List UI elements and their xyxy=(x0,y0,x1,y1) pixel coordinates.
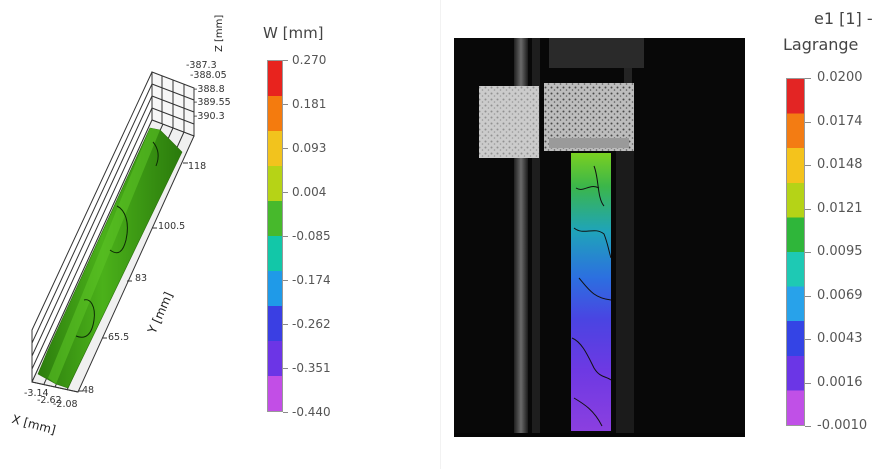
colorbar-tick-mark xyxy=(283,368,288,369)
colorbar-tick-label: 0.0200 xyxy=(817,70,863,85)
colorbar-tick-mark xyxy=(283,104,288,105)
z-tick-label: -390.3 xyxy=(194,111,225,122)
colorbar-tick-label: 0.0016 xyxy=(817,374,863,390)
colorbar-tick-mark xyxy=(283,192,288,193)
z-tick-label: -387.3 xyxy=(186,60,217,71)
y-tick-label: 48 xyxy=(82,385,95,396)
colorbar-tick-label: -0.174 xyxy=(292,273,331,287)
colorbar-tick-label: -0.351 xyxy=(292,361,331,375)
colorbar-tick-label: -0.262 xyxy=(292,317,331,331)
colorbar-tick-mark xyxy=(805,382,811,384)
front-edge xyxy=(31,88,195,393)
colorbar-tick-mark xyxy=(283,280,288,281)
colorbar-tick-label: 0.0069 xyxy=(817,287,863,303)
colorbar-tick-label: -0.085 xyxy=(292,229,331,243)
colorbar-tick-mark xyxy=(283,60,288,61)
3d-surface-plot xyxy=(31,71,195,393)
x-tick-label: -3.14 xyxy=(24,388,49,399)
z-tick-label: -388.8 xyxy=(194,84,225,95)
colorbar-tick-label: 0.093 xyxy=(292,141,327,155)
colorbar-tick-label: -0.440 xyxy=(292,405,331,419)
contour-lines xyxy=(75,141,159,338)
e1-legend-title-line1: e1 [1] - xyxy=(814,9,873,28)
colorbar-tick-mark xyxy=(283,236,288,237)
colorbar-tick-mark xyxy=(805,165,811,166)
displacement-surface xyxy=(37,127,183,389)
colorbar-tick-label: 0.004 xyxy=(292,185,327,199)
colorbar-tick-label: 0.0174 xyxy=(817,113,863,129)
colorbar-tick-label: 0.0148 xyxy=(817,157,863,172)
colorbar-tick-mark xyxy=(805,78,811,79)
y-tick-label: 83 xyxy=(135,273,148,284)
e1-legend-title-line2: Lagrange xyxy=(783,35,859,54)
z-axis-title: Z [mm] xyxy=(214,14,225,52)
y-tick-label: 65.5 xyxy=(108,332,130,343)
z-tick-label: -389.55 xyxy=(194,97,231,108)
colorbar-tick-label: -0.0010 xyxy=(817,418,868,433)
e1-colorbar xyxy=(786,78,805,426)
w-displacement-panel: -387.3 -388.05 -388.8 -389.55 -390.3 Z [… xyxy=(0,0,440,469)
colorbar-tick-label: 0.0043 xyxy=(817,331,863,346)
w-legend-title: W [mm] xyxy=(263,24,324,42)
colorbar-tick-label: 0.0095 xyxy=(817,244,863,259)
specimen-photo xyxy=(454,38,745,437)
colorbar-tick-mark xyxy=(283,412,288,413)
z-tick-label: -388.05 xyxy=(190,70,227,81)
w-colorbar xyxy=(267,60,283,412)
colorbar-tick-mark xyxy=(805,252,811,253)
e1-strain-panel: e1 [1] - Lagrange 0.0200 0.0174 0.0148 0.01… xyxy=(441,0,884,469)
colorbar-tick-mark xyxy=(805,295,811,297)
colorbar-tick-label: 0.0121 xyxy=(817,200,863,216)
colorbar-tick-mark xyxy=(805,121,811,123)
y-tick-label: 100.5 xyxy=(158,221,186,232)
y-tick-label: 118 xyxy=(188,161,207,172)
y-axis-ticks xyxy=(78,162,188,392)
panel-divider xyxy=(440,0,441,469)
specimen-photo-image xyxy=(454,38,745,437)
colorbar-tick-mark xyxy=(805,426,811,427)
colorbar-tick-mark xyxy=(283,324,288,325)
x-tick-label: -2.08 xyxy=(53,399,78,410)
colorbar-tick-mark xyxy=(283,148,288,149)
colorbar-tick-label: 0.181 xyxy=(292,97,327,111)
colorbar-tick-mark xyxy=(805,208,811,210)
colorbar-tick-label: 0.270 xyxy=(292,53,327,67)
colorbar-tick-mark xyxy=(805,339,811,340)
x-tick-label: -2.62 xyxy=(37,395,62,406)
